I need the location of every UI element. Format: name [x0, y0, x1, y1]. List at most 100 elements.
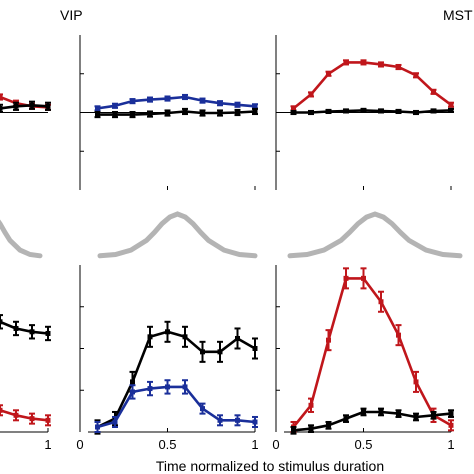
stimulus-profile-curve: [97, 211, 258, 259]
data-point: [95, 105, 100, 111]
data-point: [200, 349, 205, 355]
data-point: [182, 334, 188, 340]
data-point: [291, 110, 296, 115]
series-blue: [94, 93, 258, 112]
data-point: [308, 426, 314, 432]
data-point: [378, 409, 384, 415]
panel-bottom-left: 1: [0, 314, 52, 452]
data-point: [308, 91, 314, 97]
data-point: [182, 108, 188, 114]
series-red: [0, 404, 51, 427]
data-point: [13, 103, 19, 109]
data-point: [165, 96, 170, 102]
series-line: [97, 110, 256, 116]
x-tick-label: 1: [251, 437, 258, 452]
x-tick-label: 1: [44, 437, 51, 452]
data-point: [431, 89, 436, 95]
series-line: [292, 61, 452, 110]
series-line: [0, 408, 49, 422]
data-point: [378, 61, 384, 67]
data-point: [448, 107, 454, 113]
panel-top-middle: [79, 35, 258, 190]
data-point: [217, 417, 223, 423]
x-tick-label: 0.5: [354, 437, 372, 452]
data-point: [361, 275, 366, 281]
series-red: [290, 267, 454, 433]
x-tick-label: 0: [272, 437, 279, 452]
data-point: [112, 103, 118, 109]
panel-bottom-right: 0 0.5 1: [272, 265, 455, 452]
data-point: [200, 98, 205, 104]
data-point: [343, 108, 349, 114]
data-point: [217, 100, 223, 106]
stimulus-profile-curve: [0, 219, 43, 259]
data-point: [217, 110, 223, 116]
series-black: [0, 100, 51, 113]
data-point: [29, 329, 35, 335]
data-point: [308, 110, 314, 115]
data-point: [0, 407, 3, 413]
stimulus-profile-2: [287, 211, 463, 259]
data-point: [13, 325, 19, 331]
stimulus-profile-1: [97, 211, 258, 259]
series-black: [290, 407, 454, 435]
data-point: [326, 422, 331, 428]
data-point: [326, 71, 331, 77]
data-point: [29, 416, 35, 422]
data-point: [396, 64, 401, 70]
series-line: [97, 385, 256, 429]
series-blue: [94, 379, 258, 433]
series-line: [292, 277, 452, 428]
series-black: [94, 107, 258, 119]
data-point: [413, 72, 419, 78]
data-point: [343, 416, 349, 422]
data-point: [200, 110, 205, 116]
plot-panels: 1 0 0.5 1 0 0.5 1: [0, 35, 463, 452]
area-label-mst: MST: [443, 7, 473, 23]
data-point: [235, 417, 240, 423]
x-axis-title: Time normalized to stimulus duration: [156, 458, 384, 474]
data-point: [95, 112, 100, 118]
data-point: [147, 97, 153, 103]
data-point: [326, 337, 331, 343]
series-line: [96, 330, 256, 429]
data-point: [252, 419, 258, 425]
data-point: [45, 417, 51, 423]
data-point: [235, 102, 240, 108]
stimulus-profile-0: [0, 219, 43, 259]
data-point: [343, 59, 349, 65]
data-point: [252, 346, 258, 351]
series-black: [290, 107, 454, 116]
data-point: [361, 107, 366, 113]
series-red: [290, 59, 454, 112]
panel-top-right: [275, 35, 454, 190]
stimulus-profile-curve: [287, 211, 463, 259]
series-line: [293, 410, 452, 432]
x-tick-label: 0.5: [158, 437, 176, 452]
data-point: [235, 335, 240, 341]
data-point: [413, 110, 419, 115]
data-point: [343, 275, 349, 281]
series-line: [0, 320, 49, 335]
data-point: [448, 422, 454, 428]
data-point: [235, 110, 240, 115]
panel-bottom-middle: 0 0.5 1: [76, 265, 259, 452]
data-point: [130, 379, 135, 385]
series-black: [0, 314, 51, 342]
data-point: [396, 411, 401, 417]
data-point: [431, 412, 436, 418]
data-point: [147, 334, 153, 340]
data-point: [252, 108, 258, 114]
data-point: [0, 94, 3, 100]
data-point: [130, 112, 135, 118]
data-point: [396, 108, 401, 114]
data-point: [200, 406, 205, 412]
data-point: [45, 330, 51, 336]
data-point: [130, 98, 135, 104]
data-point: [13, 412, 19, 418]
data-point: [182, 384, 188, 390]
data-point: [361, 409, 366, 415]
data-point: [182, 94, 188, 100]
data-point: [112, 112, 118, 118]
